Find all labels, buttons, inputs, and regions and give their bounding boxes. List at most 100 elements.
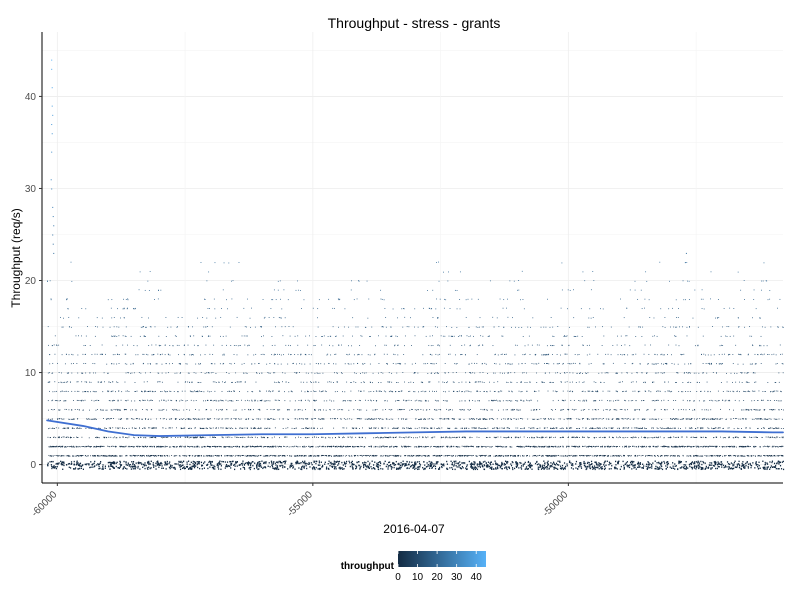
data-point-2649 [613, 455, 615, 457]
data-point-2435 [176, 455, 178, 457]
data-point-1507 [144, 464, 146, 466]
data-point-235 [778, 462, 780, 464]
data-point-1594 [707, 466, 710, 468]
data-point-4783 [313, 427, 315, 429]
data-point-711 [415, 463, 417, 465]
data-point-464 [456, 462, 458, 464]
data-point-4579 [553, 427, 555, 429]
data-point-4594 [54, 428, 55, 429]
data-point-4609 [257, 427, 259, 429]
data-point-3430 [759, 446, 761, 448]
data-point-421 [274, 462, 276, 465]
data-point-1465 [625, 462, 627, 464]
data-point-4181 [533, 437, 535, 439]
data-point-2670 [579, 455, 581, 457]
data-point-4685 [51, 428, 53, 430]
data-point-1364 [417, 466, 419, 468]
data-point-1356 [714, 460, 716, 463]
data-point-1495 [292, 466, 295, 468]
data-point-4588 [115, 427, 117, 429]
data-point-2406 [157, 455, 159, 457]
data-point-281 [55, 466, 57, 468]
data-point-4560 [606, 427, 608, 429]
data-point-3156 [407, 445, 409, 447]
data-point-2342 [134, 455, 136, 457]
data-point-3588 [600, 446, 602, 447]
data-point-957 [428, 460, 430, 463]
data-point-8 [338, 460, 341, 463]
data-point-3783 [558, 446, 560, 448]
data-point-4156 [633, 436, 635, 438]
data-point-4909 [188, 418, 190, 420]
data-point-1437 [682, 466, 685, 469]
data-point-1204 [674, 463, 676, 465]
data-point-4108 [537, 437, 539, 438]
data-point-3361 [540, 446, 542, 448]
data-point-2629 [489, 455, 491, 457]
data-point-2488 [369, 454, 371, 456]
data-point-1117 [284, 462, 286, 465]
data-point-2446 [274, 455, 276, 456]
data-point-4152 [560, 437, 562, 439]
data-point-3604 [352, 446, 354, 448]
data-point-4945 [282, 418, 284, 420]
data-point-4034 [66, 436, 68, 438]
data-point-1187 [593, 467, 595, 469]
data-point-4621 [79, 427, 81, 429]
data-point-2290 [483, 455, 485, 456]
data-point-4060 [242, 436, 244, 438]
data-point-3271 [528, 446, 530, 447]
data-point-3932 [140, 437, 142, 438]
data-point-3540 [260, 445, 262, 447]
data-point-362 [471, 463, 474, 465]
data-point-2902 [769, 445, 771, 447]
data-point-1303 [295, 461, 297, 464]
data-point-2509 [324, 455, 326, 457]
data-point-2202 [218, 455, 220, 457]
data-point-3738 [429, 446, 431, 448]
data-point-1931 [69, 455, 71, 457]
data-point-4748 [218, 427, 220, 429]
data-point-2393 [93, 455, 95, 457]
data-point-1231 [483, 464, 486, 467]
data-point-3809 [254, 436, 256, 438]
data-point-144 [317, 468, 319, 470]
data-point-4974 [579, 418, 581, 420]
data-point-2068 [54, 455, 56, 456]
data-point-3321 [94, 446, 96, 448]
data-point-1192 [638, 466, 640, 468]
data-point-945 [697, 460, 699, 462]
data-point-4031 [380, 437, 382, 439]
data-point-2843 [128, 445, 130, 447]
data-point-2980 [607, 445, 608, 447]
data-point-902 [505, 466, 507, 469]
data-point-790 [140, 462, 142, 464]
data-point-4145 [463, 436, 465, 438]
data-point-2584 [203, 455, 205, 457]
data-point-2498 [564, 455, 566, 456]
data-point-572 [495, 468, 497, 470]
data-point-307 [115, 462, 117, 465]
data-point-2497 [483, 455, 485, 456]
data-point-3877 [152, 436, 153, 438]
data-point-2631 [195, 455, 197, 456]
data-point-808 [344, 465, 347, 467]
data-point-4233 [53, 436, 55, 438]
data-point-4264 [373, 437, 375, 439]
data-point-4119 [531, 436, 533, 438]
data-point-2245 [777, 455, 779, 457]
data-point-36 [690, 462, 692, 465]
data-point-830 [651, 465, 653, 467]
data-point-4274 [252, 437, 253, 438]
data-point-4023 [200, 437, 202, 439]
data-point-647 [68, 466, 70, 469]
data-point-323 [113, 467, 115, 469]
data-point-674 [143, 465, 145, 467]
data-point-2288 [510, 454, 511, 456]
data-point-570 [152, 464, 154, 466]
data-point-3373 [216, 446, 218, 448]
data-point-1094 [274, 467, 276, 470]
data-point-2799 [189, 446, 190, 448]
data-point-4340 [259, 428, 261, 429]
data-point-3085 [548, 446, 550, 448]
